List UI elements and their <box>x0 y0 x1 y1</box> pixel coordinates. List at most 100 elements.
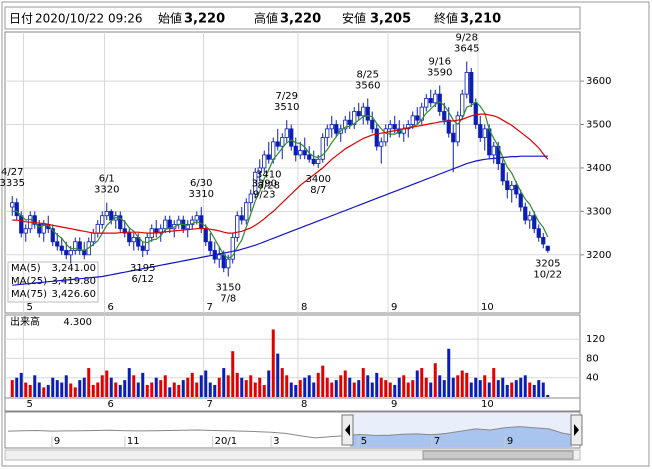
volume-bar <box>420 368 424 397</box>
candle-body <box>469 71 474 104</box>
scrollbar[interactable] <box>4 449 581 461</box>
date-label: 日付 <box>9 12 33 26</box>
volume-bar <box>96 382 100 397</box>
annotation-value: 3335 <box>0 178 25 189</box>
candle-body <box>442 111 447 121</box>
candle-body <box>167 219 172 230</box>
candle-body <box>316 158 321 164</box>
candle-body <box>55 241 60 247</box>
annotation-value: 3320 <box>94 185 119 196</box>
annotation-value: 3150 <box>216 283 241 294</box>
volume-bar <box>127 368 131 397</box>
volume-bar <box>217 377 221 397</box>
candle-body <box>131 237 136 243</box>
candle-body <box>145 237 150 251</box>
annotation-date: 10/22 <box>533 270 562 281</box>
volume-bar <box>402 375 406 397</box>
volume-bar <box>505 384 509 397</box>
candle-body <box>208 241 213 251</box>
legend-value: 3,419.80 <box>51 276 96 287</box>
candle-body <box>347 119 352 125</box>
candle-body <box>37 224 42 234</box>
annotation-date: 4/27 <box>1 167 23 178</box>
y-tick-label: 80 <box>586 353 599 364</box>
annotation-value: 3560 <box>355 80 380 91</box>
volume-bar <box>523 375 527 397</box>
volume-bar <box>132 375 136 397</box>
volume-bar <box>528 382 532 397</box>
volume-bar <box>42 387 46 397</box>
volume-bar <box>285 375 289 397</box>
candle-body <box>14 202 19 217</box>
navigator-label: 3 <box>273 436 279 447</box>
volume-bar <box>145 384 149 397</box>
volume-bar <box>514 380 518 397</box>
handle-arrow <box>574 424 579 436</box>
volume-bar <box>339 375 343 397</box>
annotation-date: 8/7 <box>310 185 326 196</box>
candle-body <box>100 215 105 225</box>
x-tick-label: 8 <box>301 302 307 313</box>
volume-bar <box>546 394 550 397</box>
candle-body <box>410 115 415 125</box>
y-tick-label: 3300 <box>586 206 611 217</box>
volume-bar <box>334 380 338 397</box>
ma-line <box>12 155 548 286</box>
volume-bar <box>190 372 194 397</box>
candle-body <box>518 193 523 208</box>
candle-body <box>118 215 123 230</box>
annotation-value: 3205 <box>535 259 560 270</box>
candle-body <box>176 219 181 225</box>
candle-body <box>460 93 465 117</box>
candle-body <box>127 232 132 243</box>
candle-body <box>203 228 208 243</box>
volume-bar <box>519 377 523 397</box>
scrollbar-thumb[interactable] <box>422 450 574 460</box>
datetime: 2020/10/22 09:26 <box>35 12 143 26</box>
candle-body <box>383 128 388 143</box>
candle-body <box>356 111 361 117</box>
x-tick-label: 10 <box>481 399 494 410</box>
candle-body <box>500 163 505 182</box>
volume-bar <box>267 370 271 397</box>
candle-body <box>455 115 460 143</box>
volume-bar <box>28 384 32 397</box>
volume-bar <box>312 382 316 397</box>
volume-bar <box>253 382 257 397</box>
x-tick-label: 6 <box>108 399 114 410</box>
volume-bar <box>55 380 59 397</box>
volume-bar <box>105 370 109 397</box>
volume-bar <box>87 368 91 397</box>
y-tick-label: 3500 <box>586 120 611 131</box>
candle-body <box>262 154 267 169</box>
candle-body <box>491 145 496 156</box>
candle-body <box>41 224 46 234</box>
volume-title: 出来高 <box>10 315 40 328</box>
candle-body <box>392 124 397 130</box>
volume-bar <box>208 382 212 397</box>
x-tick-label: 5 <box>27 399 33 410</box>
volume-bar <box>78 380 82 397</box>
legend-name: MA(25) <box>11 276 47 287</box>
candle-body <box>257 167 262 173</box>
annotation-value: 3400 <box>306 174 331 185</box>
candle-body <box>82 250 87 256</box>
field-label: 終値 <box>434 11 458 26</box>
candle-body <box>163 219 168 230</box>
x-axis-frame <box>4 397 581 412</box>
candle-body <box>428 98 433 104</box>
volume-bar <box>501 377 505 397</box>
candle-body <box>235 215 240 238</box>
candle-body <box>482 128 487 138</box>
annotation-value: 3590 <box>427 67 452 78</box>
volume-bar <box>280 368 284 397</box>
candle-body <box>32 215 37 225</box>
x-tick-label: 8 <box>301 399 307 410</box>
volume-bar <box>460 370 464 397</box>
volume-bar <box>433 363 437 397</box>
candle-body <box>23 228 28 234</box>
volume-bar <box>388 382 392 397</box>
field-value: 3,205 <box>370 12 411 27</box>
candle-body <box>541 237 546 245</box>
